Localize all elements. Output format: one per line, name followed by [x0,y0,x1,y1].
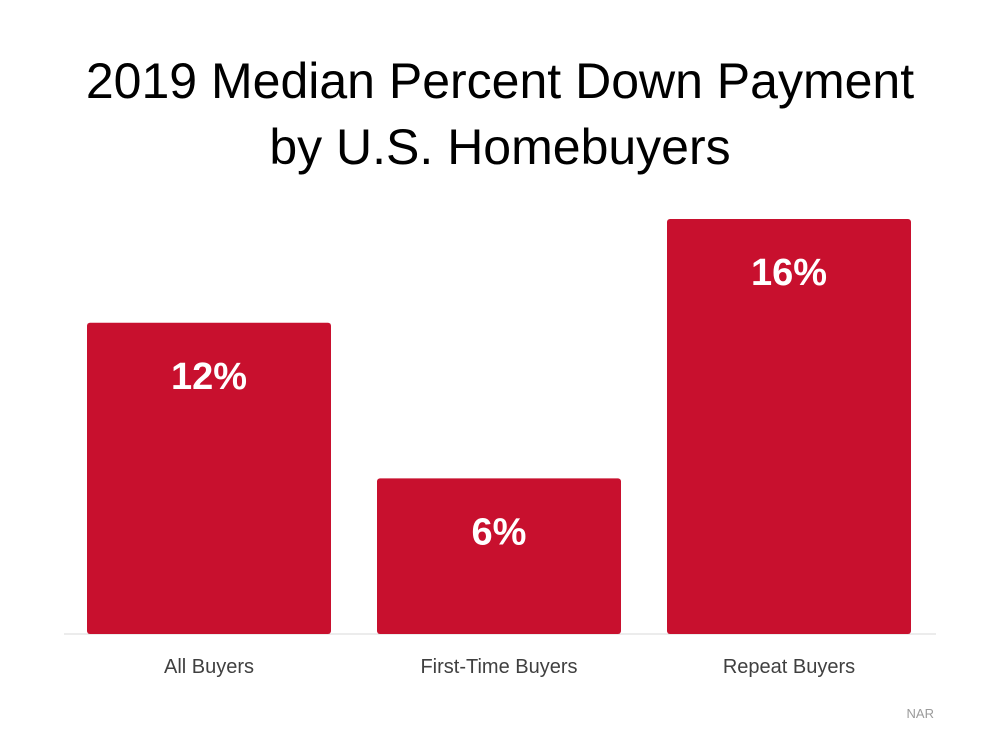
data-label: 16% [751,252,827,294]
data-label: 12% [171,356,247,398]
bar-all-buyers [87,322,331,634]
chart-title-line-1: 2019 Median Percent Down Payment [85,53,915,109]
bar-repeat-buyers [667,219,911,634]
chart-title: 2019 Median Percent Down Payment by U.S.… [0,48,1000,180]
x-tick-label: First-Time Buyers [420,656,577,678]
bar-first-time-buyers [377,478,621,634]
source-label: NAR [906,706,934,721]
x-tick-label: Repeat Buyers [723,656,855,678]
chart-title-line-2: by U.S. Homebuyers [269,119,731,175]
x-tick-label: All Buyers [164,656,254,678]
data-label: 6% [472,511,527,553]
